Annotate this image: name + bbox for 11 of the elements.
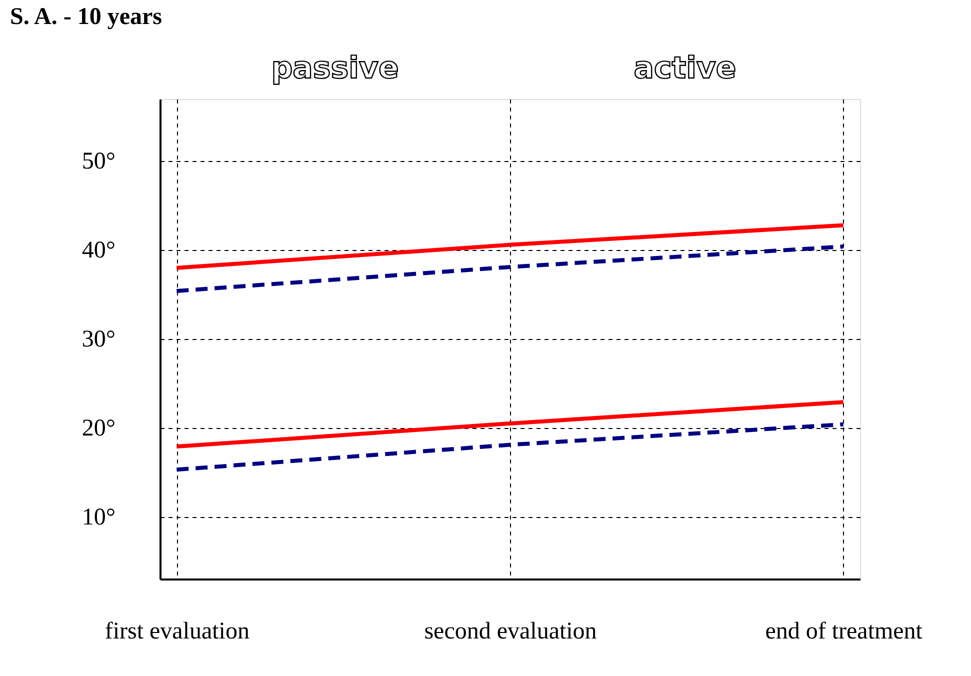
x-tick-label: second evaluation xyxy=(424,618,597,644)
y-tick-label: 20° xyxy=(82,415,116,442)
y-tick-label: 30° xyxy=(82,326,116,352)
text: active xyxy=(634,51,736,86)
y-tick-label: 50° xyxy=(82,148,116,175)
y-tick-label: 40° xyxy=(82,238,116,264)
x-tick-label: first evaluation xyxy=(104,618,250,644)
x-tick-label: end of treatment xyxy=(765,618,923,644)
chart-title: S. A. - 10 years xyxy=(10,4,162,30)
y-tick-label: 10° xyxy=(82,504,116,530)
text: passive xyxy=(271,51,399,86)
